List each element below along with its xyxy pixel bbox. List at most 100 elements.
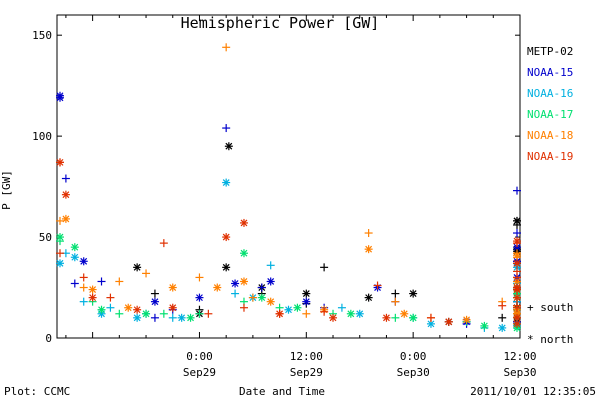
north-point [222,233,231,242]
north-point [124,303,133,312]
legend-entry: NOAA-15 [527,66,573,79]
marker-legend-entry: * north [527,333,573,346]
series-legend: METP-02 NOAA-15 NOAA-16 NOAA-17 NOAA-18 NOAA-… [527,45,573,163]
south-point [79,273,88,282]
north-point [346,309,355,318]
south-point [391,313,400,322]
north-point [133,313,142,322]
south-point [61,174,70,183]
north-point [364,293,373,302]
north-point [257,293,266,302]
north-point [284,305,293,314]
south-point [513,229,521,238]
plot-credit: Plot: CCMC [4,385,70,398]
marker-legend-entry: + south [527,301,573,314]
x-tick-time-label: 12:00 [290,350,323,363]
south-point [97,277,106,286]
north-point [513,216,521,225]
north-point [224,142,233,151]
north-point [195,293,204,302]
x-tick-date-label: Sep29 [183,366,216,379]
x-tick-date-label: Sep30 [397,366,430,379]
south-point [231,289,240,298]
south-point [498,313,507,322]
chart-title: Hemispheric Power [GW] [181,14,380,32]
south-point [222,43,231,52]
marker-legend: + south * north [527,301,573,346]
north-point [400,309,409,318]
south-point [248,293,257,302]
south-point [302,309,311,318]
south-point [257,283,266,292]
legend-entry: METP-02 [527,45,573,58]
south-point [320,307,329,316]
x-tick-date-label: Sep29 [290,366,323,379]
north-point [88,285,97,294]
north-point [79,257,88,266]
legend-entry: NOAA-18 [527,129,573,142]
north-point [444,317,453,326]
x-tick-time-label: 12:00 [503,350,536,363]
north-point [266,277,275,286]
y-tick-label: 50 [39,231,52,244]
south-point [79,283,88,292]
legend-entry: NOAA-19 [527,150,573,163]
south-point [513,267,521,276]
north-point [239,249,248,258]
north-point [150,297,159,306]
north-point [56,259,64,268]
north-point [186,313,195,322]
south-point [106,293,115,302]
south-point [159,239,168,248]
south-point [426,313,435,322]
north-point [409,289,418,298]
south-point [56,249,64,258]
north-point [355,309,364,318]
north-point [168,303,177,312]
y-tick-label: 150 [32,29,52,42]
south-point [115,309,124,318]
north-point [382,313,391,322]
north-point [213,283,222,292]
south-point [70,279,79,288]
north-point [61,214,70,223]
south-point [204,309,213,318]
north-point [70,243,79,252]
south-point [266,261,275,270]
north-point [222,178,231,187]
north-point [275,309,284,318]
north-point [56,93,64,102]
north-point [133,263,142,272]
south-point [142,269,151,278]
south-point [195,273,204,282]
plot-timestamp: 2011/10/01 12:35:05 [470,385,596,398]
north-point [513,259,521,268]
north-point [364,245,373,254]
x-axis-ticks: 0:00Sep2912:00Sep290:00Sep3012:00Sep300:… [65,15,537,379]
data-markers [56,43,521,332]
south-point [115,277,124,286]
south-point [195,309,204,318]
north-point [239,218,248,227]
x-tick-date-label: Sep30 [503,366,536,379]
north-point [409,313,418,322]
south-point [337,303,346,312]
south-point [168,313,177,322]
north-point [498,323,507,332]
south-point [391,289,400,298]
north-point [56,233,64,242]
north-point [513,237,521,246]
north-point [480,321,489,330]
x-axis-label: Date and Time [239,385,325,398]
y-tick-label: 0 [45,332,52,345]
north-point [513,313,521,322]
south-point [56,216,64,225]
north-point [97,305,106,314]
legend-entry: NOAA-16 [527,87,573,100]
north-point [56,158,64,167]
south-point [513,186,521,195]
north-point [513,283,521,292]
north-point [88,293,97,302]
south-point [150,289,159,298]
